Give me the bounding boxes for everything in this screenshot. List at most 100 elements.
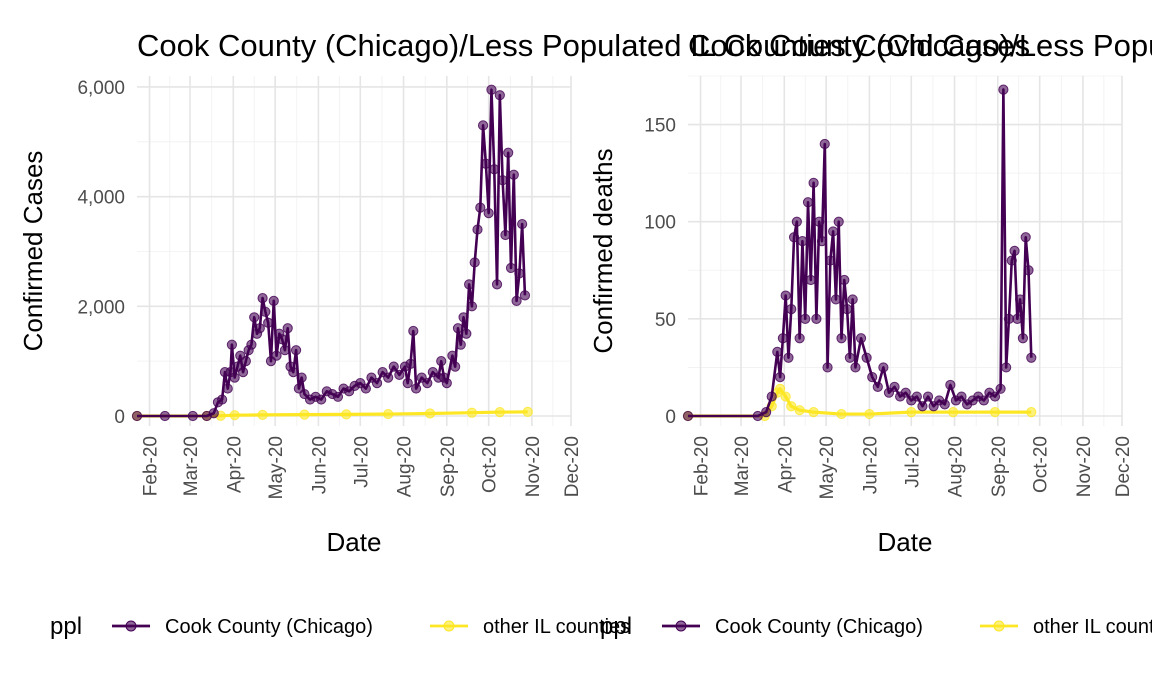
data-point-cook-county: [836, 333, 847, 344]
data-point-cook-county: [240, 356, 251, 367]
legend-title: ppl: [50, 613, 82, 640]
data-point-cook-county: [822, 362, 833, 373]
data-point-other-il-counties: [229, 410, 240, 421]
data-point-cook-county: [811, 313, 822, 324]
data-point-cook-county: [464, 279, 475, 290]
data-point-cook-county: [867, 372, 878, 383]
data-point-cook-county: [257, 292, 268, 304]
data-point-cook-county: [847, 294, 858, 305]
data-point-cook-county: [939, 399, 950, 410]
x-tick-label: Sep-20: [438, 436, 459, 497]
data-point-other-il-counties: [948, 407, 959, 418]
data-point-cook-county: [1020, 232, 1031, 243]
data-point-cook-county: [511, 295, 522, 306]
x-tick-label: Dec-20: [562, 436, 583, 497]
data-point-cook-county: [222, 383, 233, 394]
data-point-cook-county: [794, 333, 805, 344]
x-tick-label: Jul-20: [351, 436, 372, 488]
data-point-cook-county: [394, 369, 405, 380]
x-tick-label: Mar-20: [181, 436, 202, 496]
data-point-other-il-counties: [522, 406, 533, 417]
data-point-cook-county: [450, 361, 461, 372]
data-point-cook-county: [841, 304, 853, 315]
y-tick-label: 0: [114, 407, 125, 428]
data-point-other-il-counties: [989, 407, 1001, 418]
data-point-cook-county: [475, 202, 486, 213]
data-point-cook-county: [263, 317, 274, 328]
data-point-cook-county: [844, 352, 855, 363]
data-point-cook-county: [514, 268, 525, 279]
data-point-cook-county: [855, 333, 867, 344]
data-point-cook-county: [422, 377, 433, 389]
y-axis-title: Confirmed Cases: [18, 151, 48, 352]
data-point-other-il-counties: [794, 405, 805, 416]
cases-chart: 0 2,000 4,000 6,000 Feb-20 Mar-20 Apr-20 May-20…: [18, 28, 1030, 557]
data-point-cook-county: [402, 377, 413, 389]
data-point-other-il-counties: [775, 383, 786, 394]
data-point-cook-county: [282, 323, 293, 334]
legend-swatch-point: [443, 620, 455, 632]
data-point-cook-county: [1023, 265, 1034, 276]
data-point-cook-county: [889, 381, 900, 392]
x-tick-label: Jul-20: [902, 436, 923, 488]
data-point-cook-county: [508, 169, 519, 180]
x-tick-label: Aug-20: [946, 436, 967, 497]
data-point-cook-county: [788, 232, 800, 243]
data-point-cook-county: [279, 345, 291, 356]
data-point-cook-county: [494, 90, 505, 101]
data-point-other-il-counties: [836, 408, 847, 420]
legend-title: ppl: [600, 613, 632, 640]
data-point-cook-county: [517, 218, 528, 230]
legend-swatch-point: [675, 620, 687, 632]
data-point-cook-county: [814, 216, 825, 227]
data-point-other-il-counties: [808, 407, 819, 418]
data-point-cook-county: [497, 175, 508, 186]
data-point-cook-county: [217, 394, 228, 405]
data-point-cook-county: [268, 295, 279, 306]
data-point-cook-county: [830, 294, 842, 305]
data-point-cook-county: [1003, 313, 1015, 324]
data-point-other-il-counties: [864, 408, 875, 420]
legend-deaths: ppl Cook County (Chicago) other IL countie…: [600, 613, 1152, 640]
data-point-cook-county: [816, 236, 828, 247]
legend-label: Cook County (Chicago): [165, 616, 373, 638]
x-tick-label: Apr-20: [224, 436, 245, 493]
data-point-cook-county: [371, 377, 383, 389]
data-point-cook-county: [469, 257, 480, 268]
data-point-cook-county: [800, 313, 811, 324]
legend-swatch-point: [993, 620, 1005, 632]
data-point-cook-county: [766, 391, 777, 402]
data-point-cook-county: [682, 410, 694, 422]
data-point-cook-county: [461, 328, 472, 339]
x-tick-label: May-20: [817, 436, 838, 499]
data-point-cook-county: [466, 301, 478, 312]
y-tick-label: 100: [644, 213, 676, 234]
data-point-other-il-counties: [383, 408, 394, 420]
data-point-cook-county: [296, 372, 307, 383]
data-point-cook-county: [775, 372, 786, 383]
data-point-cook-county: [489, 164, 500, 175]
legend-label: Cook County (Chicago): [715, 616, 923, 638]
data-point-cook-county: [360, 383, 371, 394]
data-point-cook-county: [911, 391, 922, 402]
data-point-cook-county: [519, 290, 531, 301]
data-point-cook-county: [472, 224, 483, 235]
data-point-cook-county: [922, 391, 934, 402]
y-axis-title: Confirmed deaths: [588, 148, 618, 353]
x-tick-label: Dec-20: [1113, 436, 1134, 497]
data-point-cook-county: [436, 356, 447, 367]
data-point-cook-county: [491, 279, 503, 290]
data-point-cook-county: [791, 216, 802, 227]
data-point-cook-county: [452, 323, 464, 334]
data-point-cook-county: [277, 334, 288, 345]
data-point-cook-county: [772, 346, 783, 357]
x-tick-label: Mar-20: [732, 436, 753, 496]
data-point-cook-county: [1006, 255, 1017, 266]
data-point-cook-county: [839, 274, 850, 286]
chart-title: Cook County (Chicago)/Less Populated IL …: [137, 28, 1030, 63]
data-point-other-il-counties: [341, 409, 352, 420]
data-point-cook-county: [786, 304, 797, 315]
data-point-cook-county: [989, 391, 1001, 402]
data-point-cook-county: [131, 410, 143, 422]
data-point-cook-county: [998, 84, 1009, 95]
